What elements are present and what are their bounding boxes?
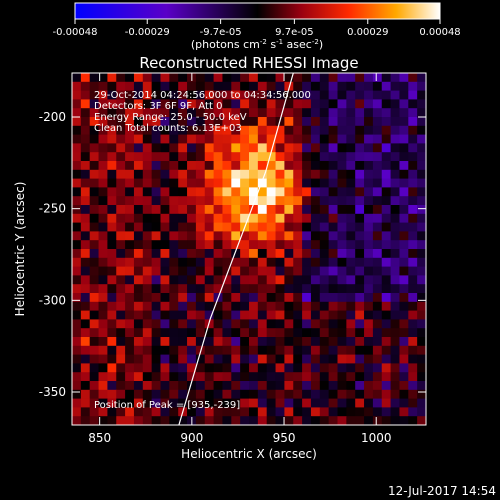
heatmap-image — [72, 73, 426, 425]
colorbar-tick-label: -0.00029 — [125, 27, 170, 38]
x-tick-label: 900 — [180, 431, 203, 445]
colorbar — [74, 2, 441, 20]
x-tick-label: 1000 — [361, 431, 392, 445]
colorbar-tick-label: 0.00048 — [419, 27, 460, 38]
y-tick-label: -350 — [39, 385, 66, 399]
annotation-detectors: Detectors: 3F 6F 9F, Att 0 — [94, 101, 222, 112]
colorbar-unit-label: (photons cm-2 s-1 asec-2) — [191, 38, 323, 51]
colorbar-tick-label: -9.7e-05 — [200, 27, 242, 38]
axis-ticks: 850 900 950 1000 -200 -250 -300 -350 — [39, 73, 426, 445]
annotation-peak: Position of Peak = [935,-239] — [94, 400, 240, 411]
colorbar-tick-label: -0.00048 — [53, 27, 98, 38]
chart-title: Reconstructed RHESSI Image — [139, 54, 358, 72]
colorbar-tick-label: 9.7e-05 — [275, 27, 313, 38]
plot-frame — [71, 72, 427, 426]
timestamp: 12-Jul-2017 14:54 — [388, 484, 496, 498]
x-tick-label: 950 — [273, 431, 296, 445]
annotation-time: 29-Oct-2014 04:24:56.000 to 04:34:56.000 — [94, 90, 311, 101]
solar-limb-line — [178, 73, 294, 425]
annotation-energy: Energy Range: 25.0 - 50.0 keV — [94, 112, 247, 123]
annotation-method: Clean Total counts: 6.13E+03 — [94, 123, 242, 134]
x-tick-label: 850 — [88, 431, 111, 445]
colorbar-ticks: -0.00048 -0.00029 -9.7e-05 9.7e-05 0.00029 0.… — [53, 19, 461, 38]
y-axis-label: Heliocentric Y (arcsec) — [13, 182, 27, 317]
y-tick-label: -200 — [39, 110, 66, 124]
colorbar-tick-label: 0.00029 — [347, 27, 388, 38]
y-tick-label: -250 — [39, 202, 66, 216]
y-tick-label: -300 — [39, 293, 66, 307]
x-axis-label: Heliocentric X (arcsec) — [181, 447, 317, 461]
